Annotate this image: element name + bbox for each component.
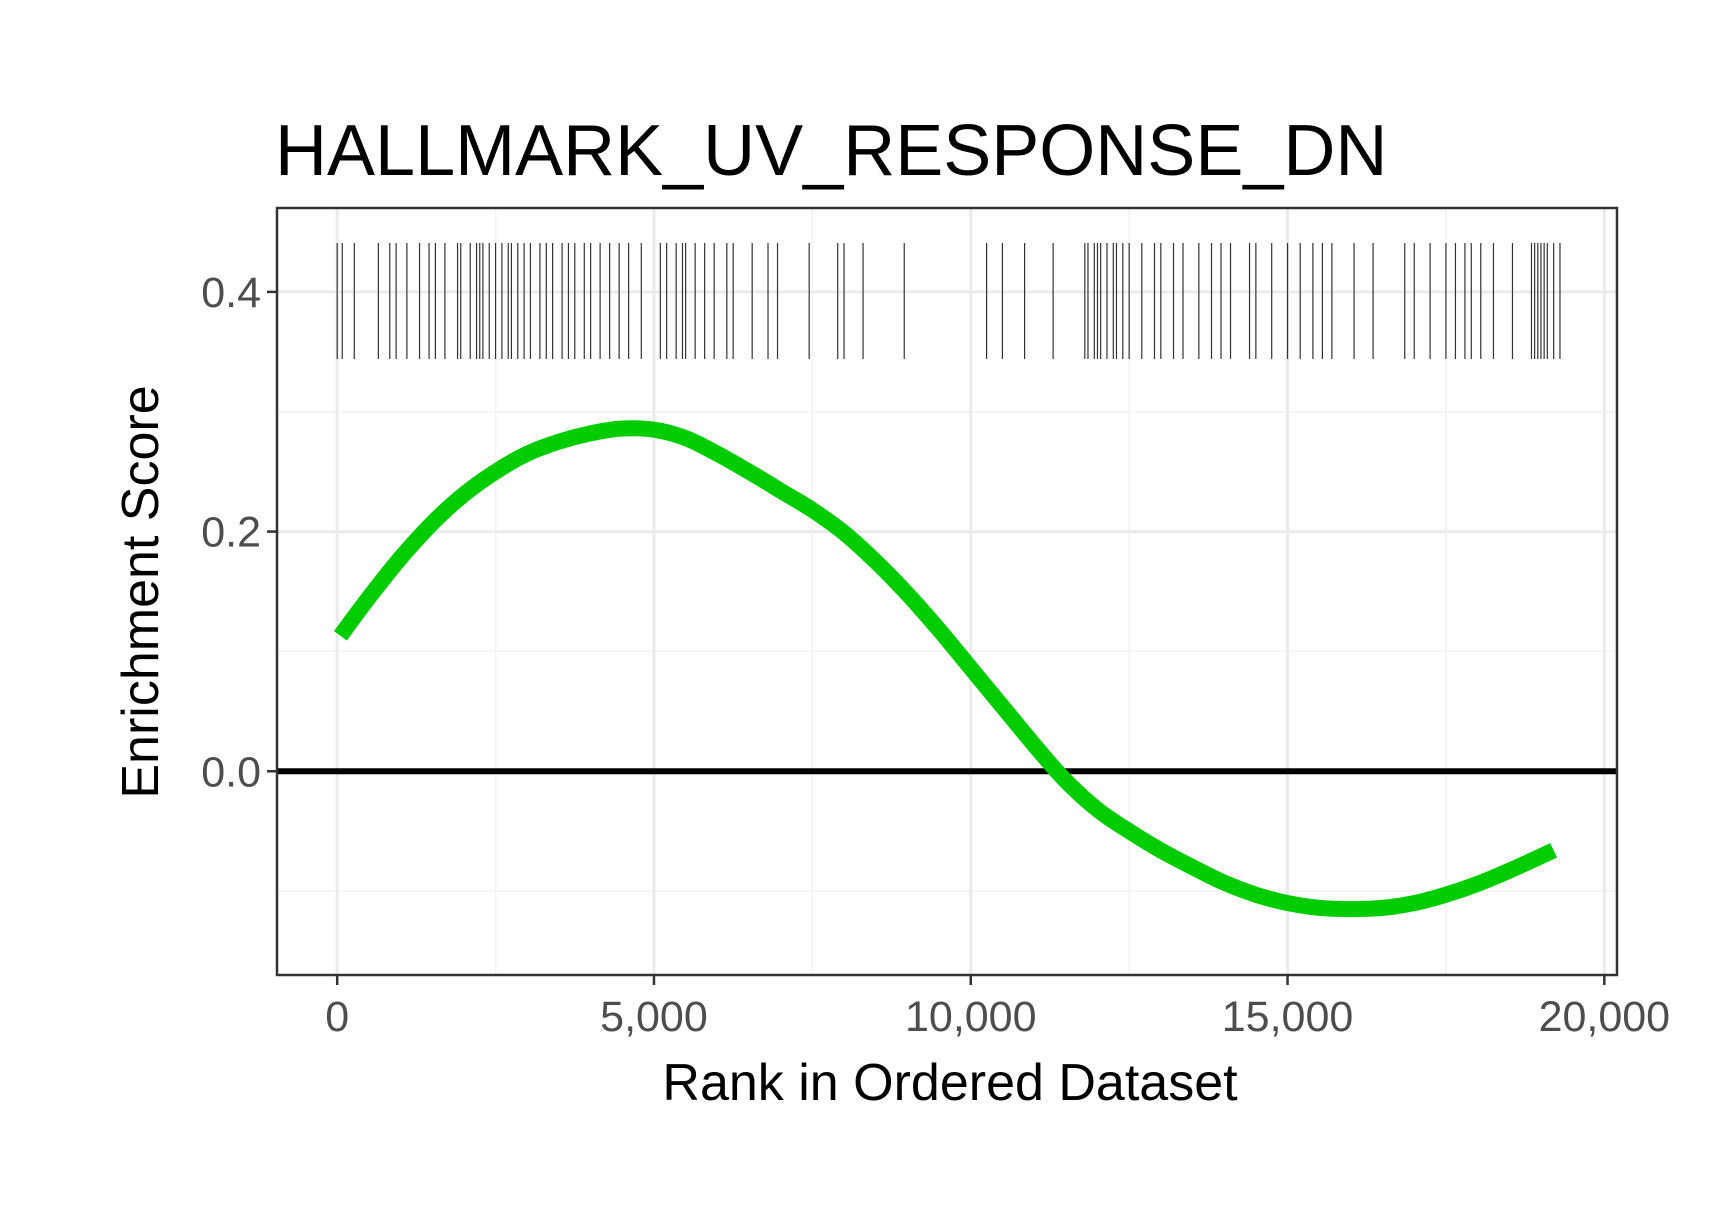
y-tick-label: 0.4 <box>201 269 261 317</box>
chart-title: HALLMARK_UV_RESPONSE_DN <box>275 111 1387 191</box>
y-axis-title: Enrichment Score <box>112 385 170 798</box>
panel-background <box>277 208 1617 975</box>
panel-border <box>275 206 1619 977</box>
x-tick-label: 20,000 <box>1539 993 1671 1041</box>
enrichment-curve <box>333 420 1557 918</box>
x-tick-label: 5,000 <box>600 993 708 1041</box>
x-tick-label: 15,000 <box>1222 993 1354 1041</box>
y-tick-label: 0.2 <box>201 509 261 557</box>
x-tick-label: 10,000 <box>905 993 1037 1041</box>
x-axis-title: Rank in Ordered Dataset <box>662 1054 1238 1112</box>
y-tick-label: 0.0 <box>201 748 261 796</box>
plot-panel: 0 5,000 10,000 15,000 20,000 0.0 0.2 0.4 <box>201 206 1671 1041</box>
x-tick-label: 0 <box>325 993 349 1041</box>
